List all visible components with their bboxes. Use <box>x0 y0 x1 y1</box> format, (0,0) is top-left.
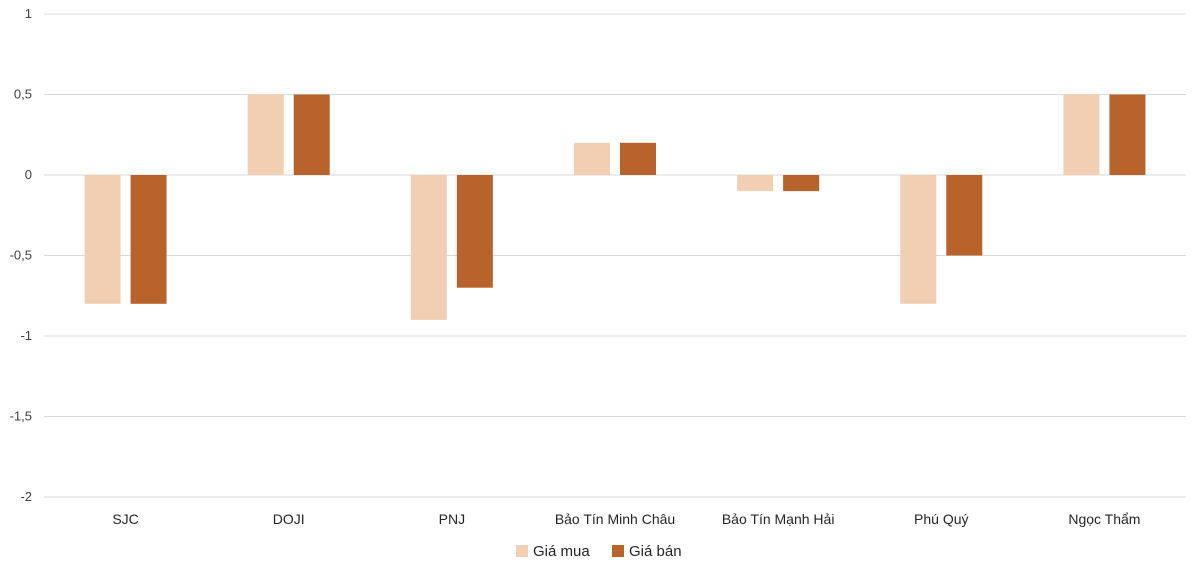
y-tick-label: 0,5 <box>14 87 32 102</box>
x-category-label: Bảo Tín Minh Châu <box>555 511 675 527</box>
x-category-label: Ngọc Thẩm <box>1068 511 1140 527</box>
bar-gia-ban <box>130 175 167 304</box>
y-axis-tick-labels: 1 0,5 0 -0,5 -1 -1,5 -2 <box>10 6 32 504</box>
legend-swatch <box>516 545 528 557</box>
bar-gia-mua <box>410 175 447 320</box>
bar-gia-mua <box>84 175 121 304</box>
bar-gia-mua <box>574 142 610 175</box>
legend-label: Giá bán <box>629 543 682 560</box>
bar-series <box>84 94 1146 320</box>
x-category-label: Bảo Tín Mạnh Hải <box>722 511 835 527</box>
bar-gia-mua <box>247 94 284 175</box>
legend: Giá mua Giá bán <box>516 543 682 560</box>
bar-gia-ban <box>620 142 656 175</box>
y-tick-label: -0,5 <box>10 248 32 263</box>
gridlines <box>44 13 1186 498</box>
x-category-label: Phú Quý <box>914 511 968 527</box>
x-category-label: PNJ <box>439 511 465 527</box>
y-tick-label: -1,5 <box>10 409 32 424</box>
legend-swatch <box>612 545 624 557</box>
x-axis-category-labels: SJC DOJI PNJ Bảo Tín Minh Châu Bảo Tín Mạnh … <box>112 511 1140 527</box>
x-category-label: DOJI <box>273 511 305 527</box>
y-tick-label: 1 <box>25 6 32 21</box>
bar-gia-ban <box>946 175 983 256</box>
bar-gia-mua <box>737 175 774 192</box>
y-tick-label: 0 <box>25 167 32 182</box>
x-category-label: SJC <box>112 511 138 527</box>
bar-gia-mua <box>1063 94 1100 175</box>
bar-gia-ban <box>1109 94 1146 175</box>
y-tick-label: -1 <box>20 328 32 343</box>
bar-gia-ban <box>783 175 820 192</box>
bar-gia-ban <box>293 94 330 175</box>
legend-label: Giá mua <box>533 543 590 560</box>
y-tick-label: -2 <box>20 489 32 504</box>
bar-gia-mua <box>900 175 937 304</box>
bar-gia-ban <box>456 175 493 288</box>
